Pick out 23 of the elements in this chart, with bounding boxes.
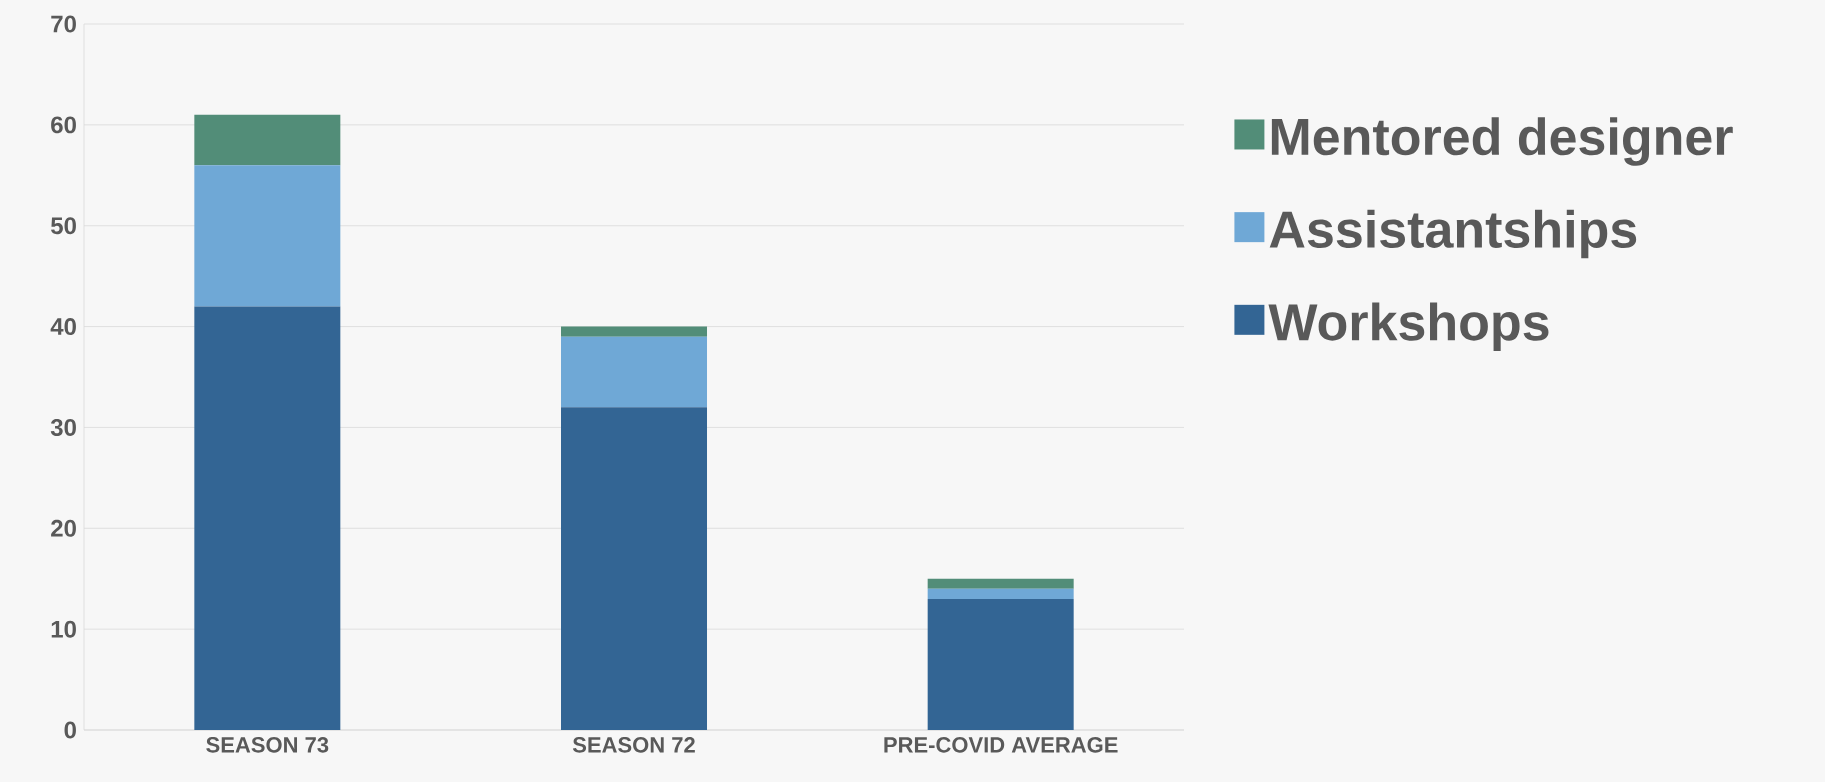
- y-tick-label: 40: [50, 318, 76, 336]
- y-tick-label: 20: [51, 519, 76, 537]
- bar: [927, 598, 1074, 730]
- y-tick-label: 50: [50, 217, 76, 235]
- legend-label: Mentored designer: [1271, 117, 1733, 166]
- y-tick-label: 0: [64, 721, 76, 739]
- bar: [927, 588, 1074, 599]
- legend-label: Workshops: [1268, 302, 1549, 351]
- bar: [561, 326, 708, 337]
- bar: [927, 578, 1074, 589]
- bar: [194, 306, 341, 730]
- y-tick-label: 60: [51, 116, 76, 134]
- bar: [561, 407, 708, 730]
- x-tick-label: PRE-COVID AVERAGE: [884, 737, 1118, 753]
- bar: [194, 165, 341, 307]
- x-tick-label: SEASON 73: [206, 737, 329, 753]
- x-tick-label: SEASON 72: [572, 737, 695, 753]
- y-tick-label: 30: [50, 418, 76, 436]
- bar: [561, 336, 708, 408]
- y-tick-label: 10: [51, 620, 76, 638]
- bar: [194, 114, 341, 166]
- y-tick-label: 70: [51, 15, 76, 33]
- legend-label: Assistantships: [1269, 209, 1637, 259]
